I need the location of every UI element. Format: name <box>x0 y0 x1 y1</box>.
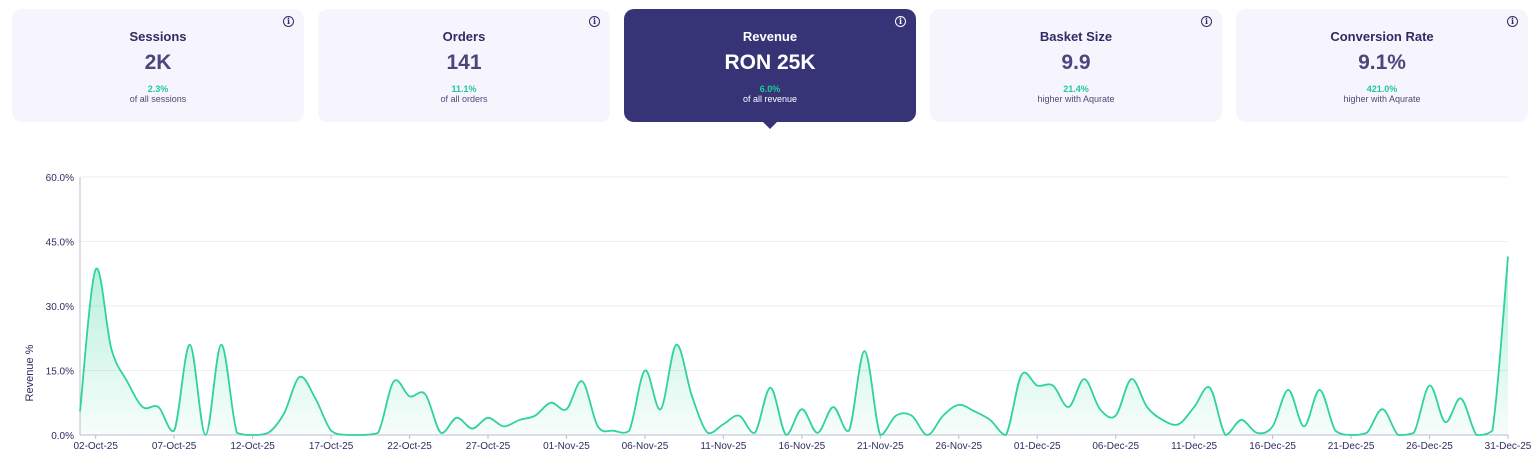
card-value: 9.9 <box>1061 51 1091 74</box>
x-tick-label: 26-Nov-25 <box>935 441 982 452</box>
y-tick-label: 30.0% <box>46 302 74 313</box>
x-tick-label: 21-Nov-25 <box>857 441 904 452</box>
info-icon[interactable]: i <box>1201 16 1212 27</box>
card-title: Conversion Rate <box>1330 29 1434 44</box>
card-orders[interactable]: i Orders 141 11.1% of all orders <box>318 9 610 122</box>
series-line <box>79 256 1509 436</box>
card-title: Basket Size <box>1039 29 1113 44</box>
card-subtitle: of all revenue <box>742 94 798 104</box>
y-tick-label: 15.0% <box>46 367 74 378</box>
series-area <box>80 256 1508 435</box>
x-tick-label: 01-Dec-25 <box>1014 441 1061 452</box>
x-tick-label: 21-Dec-25 <box>1328 441 1375 452</box>
x-tick-label: 17-Oct-25 <box>309 441 354 452</box>
card-percent: 2.3% <box>147 84 169 94</box>
info-icon[interactable]: i <box>1507 16 1518 27</box>
info-icon[interactable]: i <box>283 16 294 27</box>
x-tick-label: 06-Dec-25 <box>1092 441 1139 452</box>
kpi-cards: i Sessions 2K 2.3% of all sessions i Ord… <box>12 9 1528 129</box>
y-axis-title: Revenue % <box>24 344 36 401</box>
x-tick-label: 12-Oct-25 <box>230 441 275 452</box>
card-percent: 11.1% <box>451 84 477 94</box>
x-tick-label: 02-Oct-25 <box>73 441 118 452</box>
card-percent: 6.0% <box>759 84 781 94</box>
card-conversion-rate[interactable]: i Conversion Rate 9.1% 421.0% higher wit… <box>1236 9 1528 122</box>
info-icon[interactable]: i <box>895 16 906 27</box>
card-percent: 421.0% <box>1366 84 1398 94</box>
card-value: RON 25K <box>724 51 816 74</box>
x-tick-label: 16-Dec-25 <box>1249 441 1296 452</box>
y-tick-label: 45.0% <box>46 238 74 249</box>
y-tick-label: 0.0% <box>51 431 74 442</box>
card-subtitle: higher with Aqurate <box>1343 94 1421 104</box>
card-title: Orders <box>442 29 486 44</box>
card-basket-size[interactable]: i Basket Size 9.9 21.4% higher with Aqur… <box>930 9 1222 122</box>
x-tick-label: 11-Dec-25 <box>1171 441 1217 452</box>
x-tick-label: 06-Nov-25 <box>622 441 669 452</box>
card-value: 2K <box>144 51 172 74</box>
y-tick-label: 60.0% <box>46 173 74 184</box>
x-tick-label: 11-Nov-25 <box>700 441 746 452</box>
card-title: Sessions <box>129 29 187 44</box>
x-tick-label: 31-Dec-25 <box>1485 441 1532 452</box>
card-percent: 21.4% <box>1063 84 1089 94</box>
card-value: 141 <box>446 51 482 74</box>
card-subtitle: of all orders <box>440 94 488 104</box>
card-title: Revenue <box>742 29 798 44</box>
revenue-chart: 0.0% 15.0% 30.0% 45.0% 60.0% 02-Oct-25 07-Oct… <box>24 173 1532 452</box>
info-icon[interactable]: i <box>589 16 600 27</box>
card-revenue[interactable]: i Revenue RON 25K 6.0% of all revenue <box>624 9 916 129</box>
x-axis: 02-Oct-25 07-Oct-25 12-Oct-25 17-Oct-25 22-O… <box>73 434 1532 452</box>
active-caret <box>762 121 778 129</box>
x-tick-label: 16-Nov-25 <box>778 441 825 452</box>
card-subtitle: of all sessions <box>129 94 187 104</box>
y-axis: 0.0% 15.0% 30.0% 45.0% 60.0% <box>46 173 81 442</box>
x-tick-label: 07-Oct-25 <box>152 441 197 452</box>
x-tick-label: 01-Nov-25 <box>543 441 590 452</box>
x-tick-label: 22-Oct-25 <box>387 441 432 452</box>
x-tick-label: 27-Oct-25 <box>466 441 511 452</box>
card-subtitle: higher with Aqurate <box>1037 94 1115 104</box>
card-value: 9.1% <box>1358 51 1406 74</box>
x-tick-label: 26-Dec-25 <box>1406 441 1453 452</box>
card-sessions[interactable]: i Sessions 2K 2.3% of all sessions <box>12 9 304 122</box>
